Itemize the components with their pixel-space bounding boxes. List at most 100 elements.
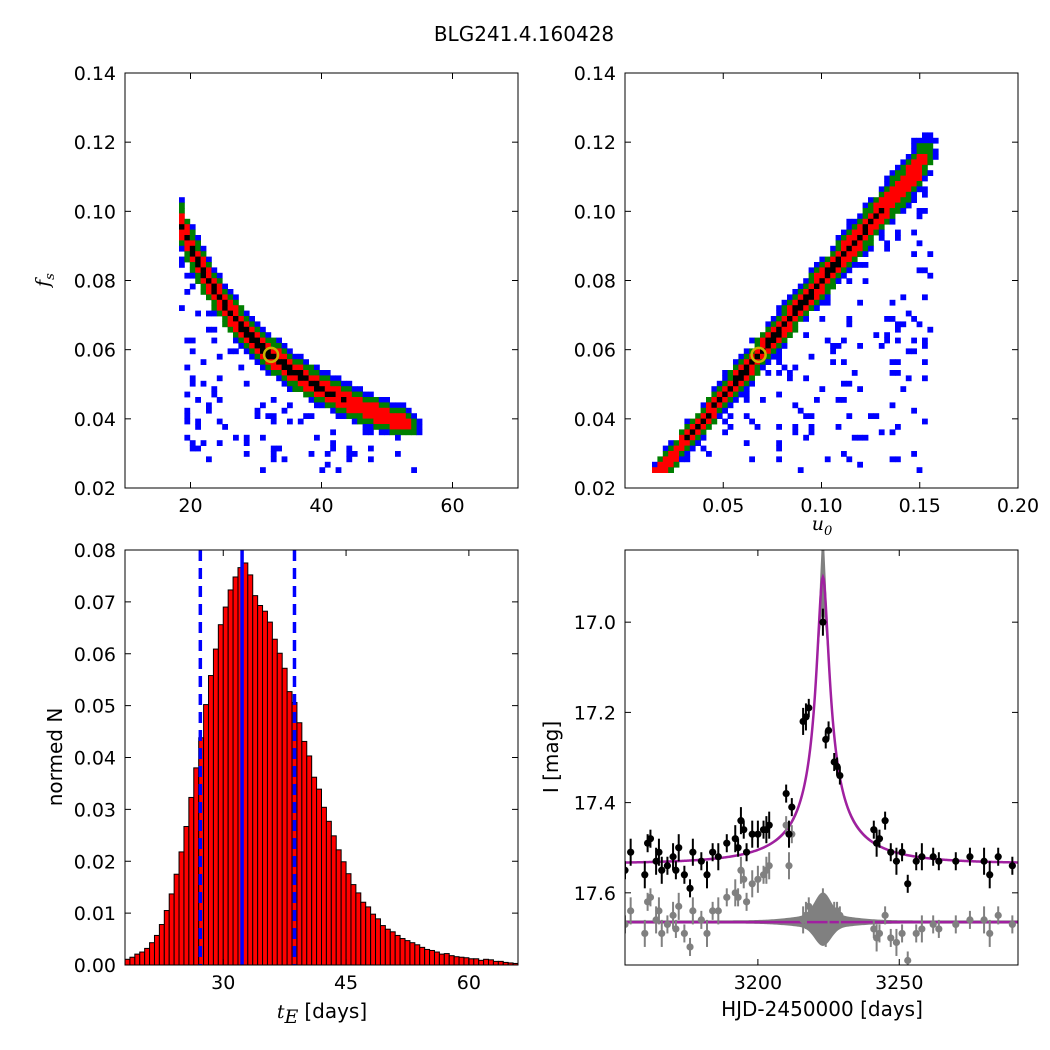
density-cell-2-sigma — [270, 337, 277, 344]
density-cell-3-sigma — [927, 326, 934, 333]
histogram-bar — [168, 893, 175, 966]
density-cell-3-sigma — [211, 391, 218, 398]
y-tick-label: 0.02 — [74, 851, 116, 873]
lightcurve-plot-area — [625, 550, 1018, 965]
density-cell-2-sigma — [341, 386, 347, 392]
density-cell-2-sigma — [862, 245, 869, 252]
density-cell-3-sigma — [206, 407, 212, 414]
density-cell-core — [249, 337, 255, 344]
data-point — [836, 911, 844, 919]
density-cell-3-sigma — [830, 245, 836, 252]
density-cell-2-sigma — [727, 370, 734, 376]
data-point — [802, 713, 810, 721]
density-cell-3-sigma — [922, 191, 928, 198]
histogram-bar — [163, 910, 170, 966]
density-cell-3-sigma — [308, 397, 315, 403]
density-cell-2-sigma — [216, 310, 223, 317]
density-cell-2-sigma — [238, 337, 245, 344]
density-cell-2-sigma — [179, 240, 185, 247]
density-cell-3-sigma — [184, 413, 191, 419]
density-cell-3-sigma — [776, 359, 782, 365]
density-cell-3-sigma — [851, 218, 858, 225]
density-cell-2-sigma — [287, 380, 293, 387]
density-cell-2-sigma — [700, 407, 707, 414]
density-cell-3-sigma — [189, 440, 196, 446]
density-cell-core — [689, 429, 696, 436]
density-cell-2-sigma — [830, 278, 836, 284]
density-cell-3-sigma — [776, 370, 782, 376]
data-point — [966, 853, 974, 861]
density-cell-1-sigma — [346, 391, 353, 398]
density-cell-3-sigma — [270, 451, 277, 457]
density-cell-2-sigma — [378, 402, 385, 409]
data-point — [986, 871, 994, 879]
density-cell-1-sigma — [254, 348, 261, 355]
data-point — [627, 907, 635, 915]
data-point — [689, 907, 697, 915]
density-cell-1-sigma — [895, 197, 901, 203]
density-cell-3-sigma — [700, 402, 707, 409]
density-cell-3-sigma — [787, 294, 793, 301]
density-cell-3-sigma — [335, 467, 342, 473]
y-tick-label: 0.10 — [74, 201, 116, 223]
density-cell-3-sigma — [878, 429, 885, 436]
density-cell-1-sigma — [276, 364, 282, 371]
density-cell-2-sigma — [878, 224, 885, 230]
density-cell-2-sigma — [233, 299, 239, 306]
density-cell-1-sigma — [862, 218, 869, 225]
density-cell-3-sigma — [841, 337, 847, 344]
density-cell-1-sigma — [824, 278, 831, 284]
density-cell-3-sigma — [179, 262, 185, 268]
density-cell-3-sigma — [824, 456, 831, 463]
density-cell-3-sigma — [884, 181, 890, 187]
density-cell-1-sigma — [222, 310, 228, 317]
density-cell-2-sigma — [781, 310, 788, 317]
histogram-bar — [325, 820, 332, 966]
density-cell-1-sigma — [792, 316, 799, 322]
density-cell-2-sigma — [314, 370, 320, 376]
density-cell-3-sigma — [416, 424, 423, 430]
density-cell-2-sigma — [841, 267, 847, 274]
data-point — [892, 857, 901, 865]
density-cell-3-sigma — [803, 278, 809, 284]
density-cell-1-sigma — [760, 353, 766, 360]
density-cell-core — [738, 370, 745, 376]
density-cell-1-sigma — [765, 348, 772, 355]
density-cell-3-sigma — [346, 380, 353, 387]
histogram-bar — [409, 942, 416, 966]
density-cell-2-sigma — [776, 316, 782, 322]
density-cell-3-sigma — [792, 289, 799, 295]
density-cell-2-sigma — [916, 143, 923, 149]
density-cell-3-sigma — [270, 418, 277, 425]
density-cell-3-sigma — [868, 197, 874, 203]
u0-fs-heatmap-panel: 0.05 0.10 0.15 0.20 0.02 0.04 0.06 0.08 0.10 0.12… — [574, 63, 1039, 539]
density-cell-1-sigma — [738, 380, 745, 387]
density-cell-3-sigma — [922, 267, 928, 274]
density-cell-1-sigma — [819, 289, 826, 295]
density-cell-3-sigma — [808, 424, 815, 430]
density-cell-1-sigma — [819, 272, 826, 279]
density-cell-3-sigma — [814, 262, 820, 268]
density-cell-3-sigma — [351, 386, 358, 392]
density-cell-2-sigma — [922, 164, 928, 171]
density-cell-3-sigma — [878, 235, 885, 241]
density-cell-2-sigma — [889, 213, 896, 220]
density-cell-1-sigma — [384, 407, 390, 414]
density-cell-1-sigma — [346, 397, 353, 403]
density-cell-3-sigma — [846, 413, 853, 419]
density-cell-2-sigma — [346, 413, 353, 419]
density-cell-3-sigma — [716, 413, 723, 419]
density-cell-3-sigma — [922, 337, 928, 344]
density-cell-3-sigma — [243, 310, 250, 317]
density-cell-2-sigma — [400, 407, 407, 414]
density-cell-2-sigma — [835, 245, 842, 252]
density-cell-3-sigma — [357, 386, 363, 392]
density-cell-3-sigma — [884, 332, 890, 338]
density-cell-1-sigma — [878, 197, 885, 203]
density-cell-3-sigma — [911, 316, 917, 322]
density-cell-3-sigma — [722, 370, 728, 376]
density-cell-1-sigma — [373, 402, 380, 409]
density-cell-3-sigma — [927, 170, 934, 176]
density-cell-3-sigma — [905, 310, 912, 317]
density-cell-2-sigma — [179, 208, 185, 214]
